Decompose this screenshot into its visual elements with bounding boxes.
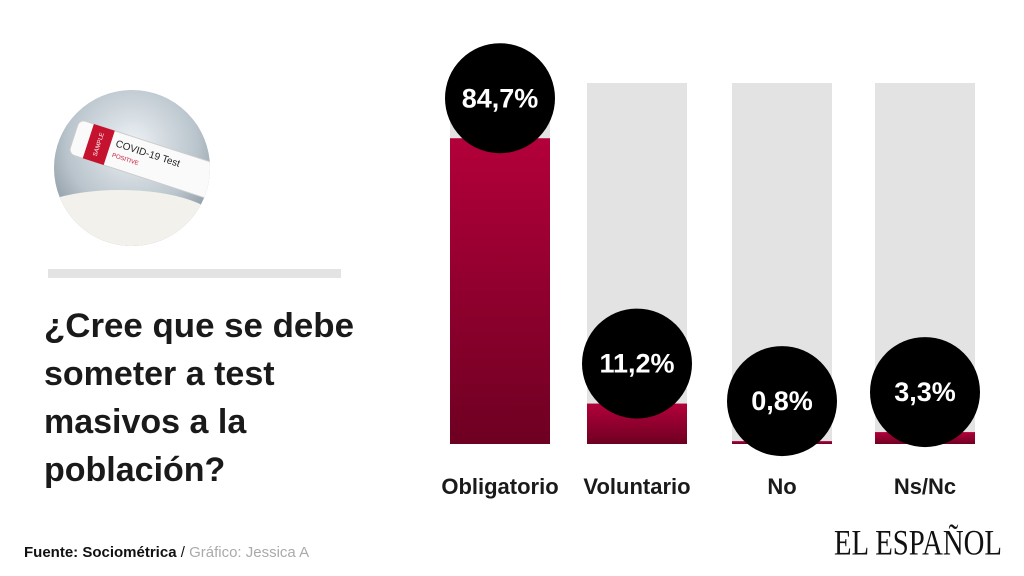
value-badge — [870, 337, 980, 448]
title: ¿Cree que se debe someter a test masivos a… — [44, 307, 354, 489]
title-line: ¿Cree que se debe — [44, 307, 354, 345]
x-tick-label: Voluntario — [583, 474, 690, 499]
value-label: 0,8% — [751, 386, 813, 416]
brand: EL ESPAÑOL — [834, 522, 1002, 562]
value-label: 84,7% — [462, 83, 539, 113]
value-badge — [727, 346, 837, 457]
value-label: 11,2% — [599, 349, 674, 379]
source: Fuente: Sociométrica / Gráfico: Jessica … — [24, 544, 309, 561]
title-line: masivos a la — [44, 403, 247, 441]
title-line: someter a test — [44, 355, 275, 393]
value-badge — [582, 308, 692, 419]
title-line: población? — [44, 451, 225, 489]
x-tick-label: No — [767, 474, 796, 499]
value-label: 3,3% — [894, 377, 956, 407]
separator: / — [181, 544, 186, 561]
value-badge — [445, 43, 555, 154]
x-tick-label: Obligatorio — [441, 474, 558, 499]
credit: Gráfico: Jessica A — [189, 544, 309, 561]
source-label: Fuente: Sociométrica — [24, 544, 177, 561]
divider — [48, 269, 341, 278]
x-tick-label: Ns/Nc — [894, 474, 956, 499]
photo: SAMPLE COVID-19 Test POSITIVE — [54, 90, 210, 246]
bar — [450, 138, 550, 444]
